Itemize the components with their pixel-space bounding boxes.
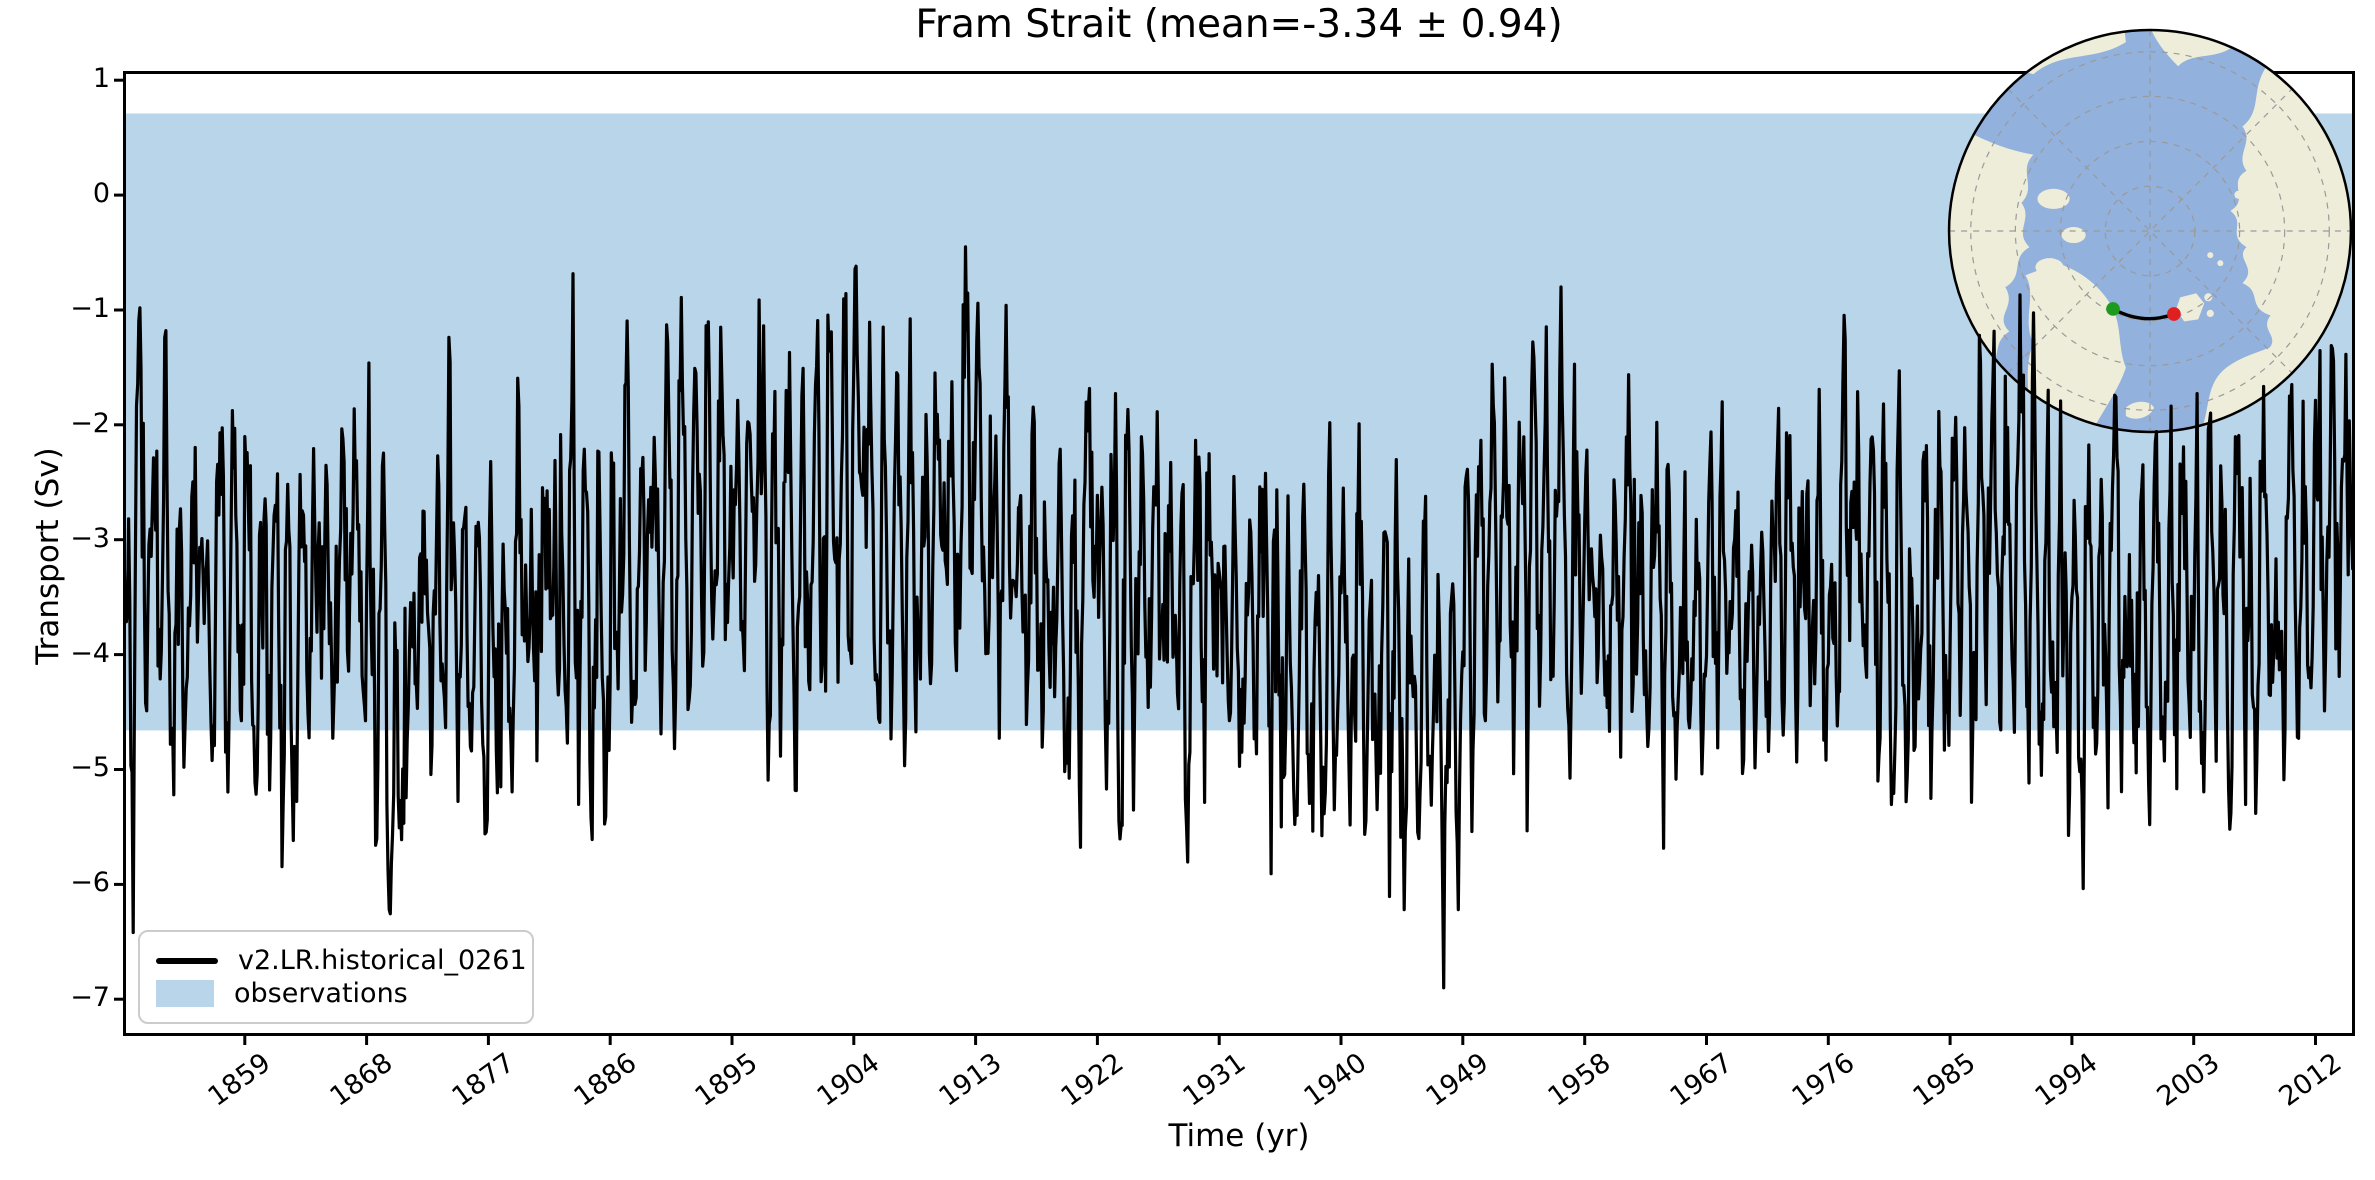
y-tick-label: −4 (70, 637, 110, 669)
land-chukotka (2145, 30, 2239, 67)
y-axis-label: Transport (Sv) (30, 447, 66, 665)
legend-patch-swatch (156, 980, 214, 1007)
legend: v2.LR.historical_0261 observations (138, 930, 534, 1024)
x-axis-label: Time (yr) (1168, 1118, 1310, 1154)
y-tick-label: 1 (92, 63, 110, 95)
x-tick-label: 1895 (689, 1047, 764, 1113)
x-tick-label: 1904 (811, 1047, 886, 1113)
y-tick-label: −2 (70, 407, 110, 439)
x-tick-label: 1994 (2029, 1047, 2104, 1113)
y-tick-label: 0 (92, 178, 110, 210)
x-tick-label: 1940 (1298, 1047, 1373, 1113)
x-tick-label: 2012 (2273, 1047, 2348, 1113)
series-line (123, 245, 2355, 990)
x-tick-label: 1985 (1907, 1047, 1982, 1113)
transect-end-marker (2167, 307, 2181, 321)
x-tick-label: 1877 (446, 1047, 521, 1113)
land-arctic-island (2061, 226, 2086, 244)
x-tick-label: 1859 (202, 1047, 277, 1113)
x-tick-label: 1886 (568, 1047, 642, 1113)
x-tick-label: 1949 (1420, 1047, 1495, 1113)
land-svalbard (2176, 293, 2205, 322)
land-franz-josef-islet (2217, 260, 2224, 267)
land-franz-josef-islet (2207, 252, 2214, 259)
x-tick-label: 1976 (1786, 1047, 1860, 1113)
map-graticule (1949, 30, 2351, 432)
land-arctic-island (2037, 188, 2070, 209)
series-layer (123, 245, 2355, 990)
y-tick-label: −3 (70, 522, 110, 554)
legend-item-observations: observations (156, 977, 516, 1010)
land-greenland (2025, 263, 2126, 432)
x-tick-label: 1967 (1664, 1047, 1739, 1113)
x-tick-label: 1958 (1542, 1047, 1617, 1113)
legend-label: observations (234, 977, 408, 1009)
x-tick-label: 1922 (1055, 1047, 1130, 1113)
land-svalbard-islet (2206, 309, 2214, 318)
y-tick-label: −7 (70, 982, 110, 1014)
map-outline (1947, 28, 2353, 434)
arctic-inset-map (1947, 28, 2353, 434)
legend-item-series: v2.LR.historical_0261 (156, 944, 527, 977)
axis-tick-marks (114, 78, 2317, 1045)
transect-start-marker (2106, 302, 2120, 316)
x-tick-label: 1868 (324, 1047, 399, 1113)
x-tick-label: 1931 (1177, 1047, 1251, 1113)
x-tick-label: 2003 (2151, 1047, 2226, 1113)
land-canada (1949, 130, 2034, 432)
chart-title: Fram Strait (mean=-3.34 ± 0.94) (915, 2, 1563, 47)
x-tick-label: 1913 (933, 1047, 1008, 1113)
land-severnaya-islet (2234, 190, 2243, 199)
y-tick-label: −6 (70, 867, 110, 899)
y-tick-label: −5 (70, 752, 110, 784)
land-svalbard-islet (2204, 293, 2213, 302)
legend-label: v2.LR.historical_0261 (238, 944, 527, 976)
y-tick-label: −1 (70, 292, 110, 324)
legend-line-swatch (156, 957, 218, 964)
